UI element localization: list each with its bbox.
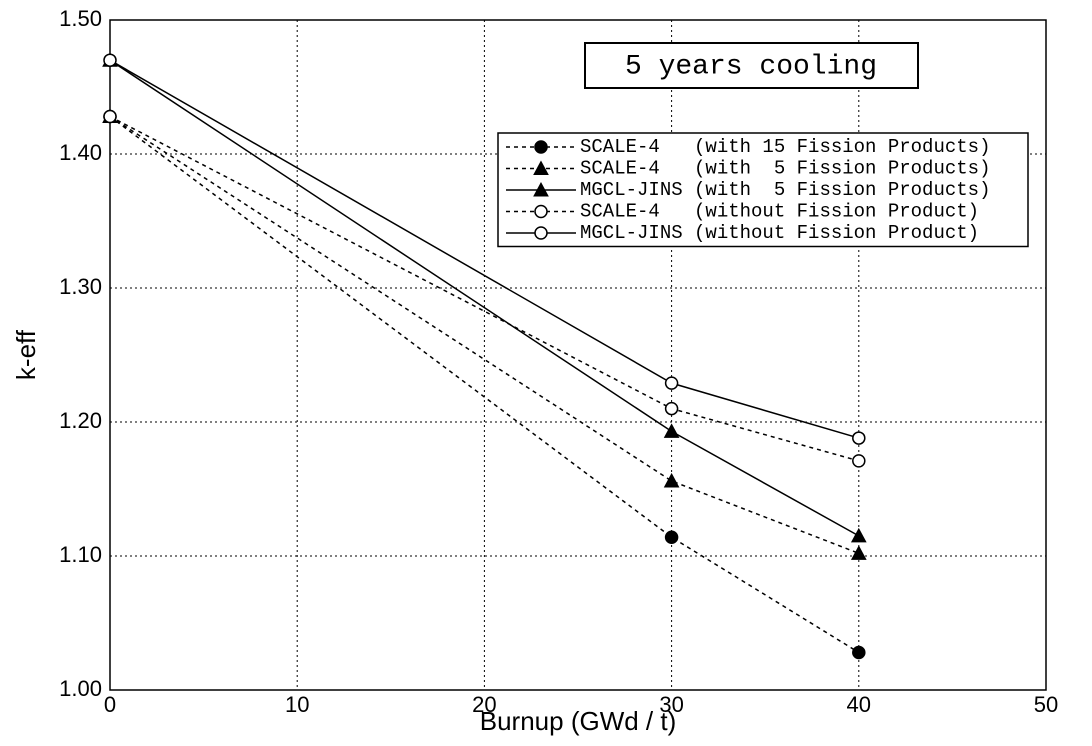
y-tick-label: 1.20 xyxy=(59,408,102,433)
legend-label: SCALE-4 (with 15 Fission Products) xyxy=(580,136,990,158)
y-tick-label: 1.40 xyxy=(59,140,102,165)
legend-box xyxy=(497,132,1029,248)
y-tick-label: 1.30 xyxy=(59,274,102,299)
x-tick-label: 40 xyxy=(847,692,871,717)
marker xyxy=(534,226,548,240)
y-axis-label: k-eff xyxy=(11,329,41,380)
marker xyxy=(103,53,117,67)
marker xyxy=(534,140,548,154)
x-tick-label: 0 xyxy=(104,692,116,717)
marker xyxy=(534,204,548,219)
marker xyxy=(663,423,680,438)
y-tick-label: 1.00 xyxy=(59,676,102,701)
marker xyxy=(852,454,866,468)
legend-label: SCALE-4 (without Fission Product) xyxy=(580,201,979,223)
legend-label: SCALE-4 (with 5 Fission Products) xyxy=(580,158,990,180)
x-tick-label: 10 xyxy=(285,692,309,717)
marker xyxy=(533,181,549,197)
marker xyxy=(852,431,866,445)
legend-label: MGCL-JINS (with 5 Fission Products) xyxy=(580,179,990,201)
marker xyxy=(103,109,117,124)
x-axis-label: Burnup (GWd / t) xyxy=(480,706,677,736)
series-line xyxy=(109,115,860,555)
marker xyxy=(664,376,679,390)
marker xyxy=(533,160,549,175)
marker xyxy=(850,527,867,543)
annotation-box xyxy=(584,42,919,89)
x-tick-label: 20 xyxy=(472,692,496,717)
legend-label: MGCL-JINS (without Fission Product) xyxy=(580,222,979,244)
marker xyxy=(852,645,866,660)
annotation: 5 years cooling xyxy=(625,51,877,82)
plot-frame xyxy=(109,19,1047,691)
y-tick-label: 1.10 xyxy=(59,542,102,567)
marker xyxy=(664,530,679,544)
marker xyxy=(850,545,867,560)
x-tick-label: 30 xyxy=(659,692,683,717)
marker xyxy=(664,401,679,416)
y-tick-label: 1.50 xyxy=(59,6,102,31)
series-line xyxy=(109,115,860,654)
marker xyxy=(663,472,680,488)
x-tick-label: 50 xyxy=(1034,692,1058,717)
